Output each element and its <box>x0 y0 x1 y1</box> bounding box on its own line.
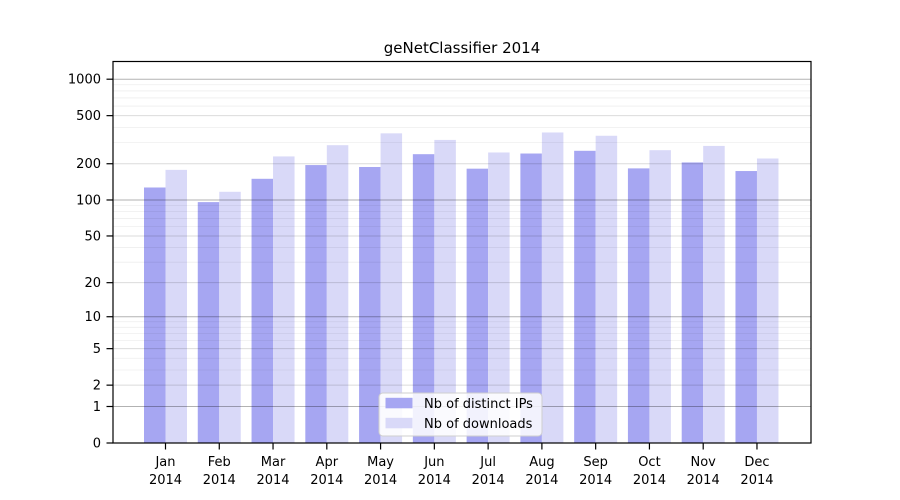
x-tick-label-month: Aug <box>529 455 554 470</box>
x-tick-label-year: 2014 <box>310 473 343 488</box>
bar-feb-downloads <box>219 191 241 443</box>
bar-aug-distinct-ips <box>520 153 542 443</box>
x-tick-label-month: Jan <box>154 455 175 470</box>
bar-mar-downloads <box>273 156 295 444</box>
x-tick-label-year: 2014 <box>203 473 236 488</box>
bar-aug-downloads <box>541 132 564 443</box>
y-tick-label: 2 <box>93 379 101 394</box>
x-tick-label-year: 2014 <box>418 473 451 488</box>
plot-frame <box>112 60 812 444</box>
bar-may-distinct-ips <box>359 166 381 444</box>
y-tick-label: 100 <box>76 193 101 208</box>
bar-may-downloads <box>380 133 403 443</box>
bar-dec-downloads <box>756 158 779 443</box>
bar-feb-distinct-ips <box>197 202 220 443</box>
bar-mar-distinct-ips <box>251 178 274 444</box>
y-tick-label: 200 <box>76 157 101 172</box>
y-tick-label: 20 <box>84 276 101 291</box>
x-tick-label-month: Apr <box>316 455 339 470</box>
chart-title: geNetClassifier 2014 <box>384 39 541 57</box>
y-tick-label: 0 <box>93 437 101 452</box>
x-tick-label-year: 2014 <box>740 473 773 488</box>
bar-oct-distinct-ips <box>627 168 650 443</box>
x-tick-label-month: Jul <box>479 455 496 470</box>
bar-sep-distinct-ips <box>574 150 596 444</box>
x-tick-label-month: May <box>367 455 394 470</box>
x-tick-label-month: Dec <box>744 455 769 470</box>
y-tick-label: 1 <box>93 400 101 415</box>
x-tick-label-year: 2014 <box>149 473 182 488</box>
bar-apr-downloads <box>326 145 349 444</box>
y-tick-label: 10 <box>84 310 101 325</box>
x-tick-label-month: Nov <box>691 455 717 470</box>
axes-layer: 0 1 2 5 10 20 50 100 200 500 1000 Jan 2014 Feb 2014 Mar… <box>68 73 774 488</box>
bar-jan-distinct-ips <box>144 187 166 443</box>
bar-jan-downloads <box>165 169 187 443</box>
legend: Nb of distinct IPs Nb of downloads <box>378 392 543 437</box>
bar-jun-downloads <box>434 139 456 444</box>
x-tick-label-year: 2014 <box>525 473 558 488</box>
bar-jun-distinct-ips <box>412 154 435 443</box>
y-tick-label: 1000 <box>68 73 101 88</box>
x-tick-label-year: 2014 <box>687 473 720 488</box>
bar-jul-downloads <box>488 152 510 443</box>
x-tick-label-year: 2014 <box>256 473 289 488</box>
bar-dec-distinct-ips <box>735 171 757 444</box>
y-tick-label: 5 <box>93 342 101 357</box>
legend-label-distinct-ips: Nb of distinct IPs <box>424 397 533 412</box>
bar-jul-distinct-ips <box>466 168 489 443</box>
grid-layer <box>113 78 811 407</box>
x-tick-label-year: 2014 <box>633 473 666 488</box>
bar-apr-distinct-ips <box>305 165 327 443</box>
y-tick-label: 50 <box>84 229 101 244</box>
x-tick-label-year: 2014 <box>364 473 397 488</box>
x-tick-label-month: Jun <box>423 455 444 470</box>
legend-box <box>378 392 543 437</box>
legend-label-downloads: Nb of downloads <box>424 417 533 432</box>
x-tick-label-month: Feb <box>208 455 231 470</box>
x-tick-label-month: Sep <box>583 455 608 470</box>
x-tick-label-month: Oct <box>638 455 660 470</box>
bar-nov-downloads <box>703 145 725 443</box>
x-tick-label-year: 2014 <box>579 473 612 488</box>
bar-nov-distinct-ips <box>681 162 704 443</box>
y-tick-label: 500 <box>76 109 101 124</box>
legend-swatch-distinct-ips <box>385 397 413 409</box>
bars-layer <box>144 132 779 444</box>
plot-border <box>112 60 812 444</box>
bar-sep-downloads <box>595 135 618 443</box>
bar-oct-downloads <box>649 150 671 443</box>
legend-swatch-downloads <box>385 417 413 429</box>
x-tick-label-year: 2014 <box>472 473 505 488</box>
x-tick-label-month: Mar <box>261 455 286 470</box>
